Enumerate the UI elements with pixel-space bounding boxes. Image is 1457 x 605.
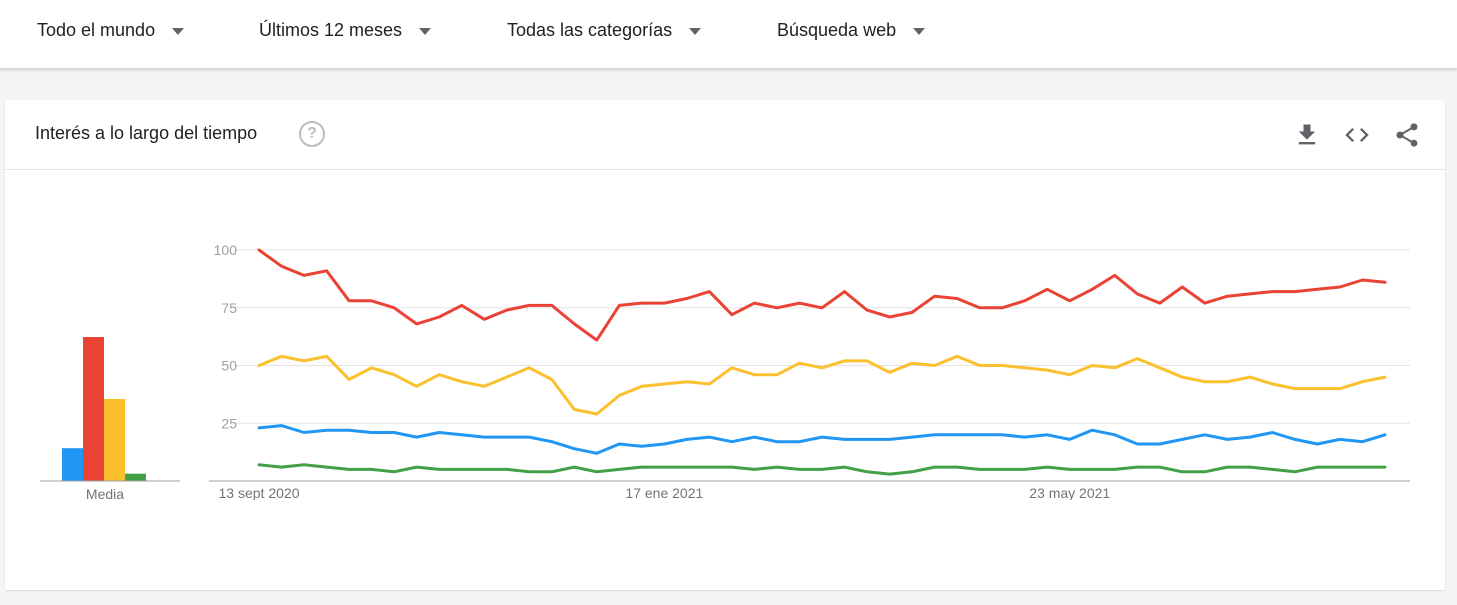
series-line[interactable] [257, 463, 1387, 476]
series-line[interactable] [257, 424, 1387, 455]
download-icon[interactable] [1293, 121, 1321, 149]
dropdown-caret-icon [172, 27, 185, 35]
time-range-filter-label: Últimos 12 meses [259, 19, 403, 40]
card-header: Interés a lo largo del tiempo ? [5, 100, 1445, 170]
y-tick-label: 25 [221, 415, 237, 431]
average-bar [104, 398, 125, 481]
average-bar [62, 448, 83, 481]
dropdown-caret-icon [419, 27, 432, 35]
y-tick-label: 100 [214, 242, 238, 258]
series-line[interactable] [257, 354, 1387, 416]
x-tick-label: 17 ene 2021 [625, 485, 703, 500]
average-bar [125, 473, 146, 481]
time-range-filter[interactable]: Últimos 12 meses [259, 19, 432, 41]
x-tick-label: 13 sept 2020 [219, 485, 300, 500]
average-label: Media [85, 486, 125, 502]
average-bar-chart [40, 336, 180, 482]
region-filter-label: Todo el mundo [37, 19, 156, 40]
region-filter[interactable]: Todo el mundo [37, 19, 185, 41]
dropdown-caret-icon [913, 27, 926, 35]
series-line[interactable] [257, 248, 1387, 342]
y-tick-label: 75 [221, 300, 237, 316]
dropdown-caret-icon [689, 27, 702, 35]
card-title: Interés a lo largo del tiempo [35, 123, 258, 143]
category-filter[interactable]: Todas las categorías [507, 19, 702, 41]
search-type-filter-label: Búsqueda web [777, 19, 897, 40]
code-embed-icon[interactable] [1343, 121, 1371, 149]
search-type-filter[interactable]: Búsqueda web [777, 19, 926, 41]
x-tick-label: 23 may 2021 [1029, 485, 1110, 500]
interest-over-time-card: Interés a lo largo del tiempo ? Media 25… [5, 100, 1445, 590]
help-icon[interactable]: ? [299, 121, 325, 147]
y-tick-label: 50 [221, 358, 237, 374]
average-bar [83, 336, 104, 481]
filter-bar: Todo el mundo Últimos 12 meses Todas las… [0, 0, 1457, 69]
interest-line-chart: 25 50 75 100 13 sept 2020 17 ene 2021 23 may 2… [209, 242, 1410, 500]
share-icon[interactable] [1393, 121, 1421, 149]
category-filter-label: Todas las categorías [507, 19, 673, 40]
